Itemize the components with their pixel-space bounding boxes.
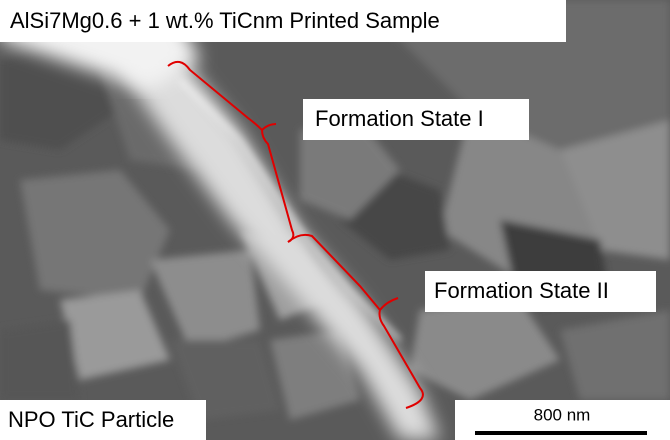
scale-bar-label: 800 nm bbox=[534, 405, 591, 424]
caption: NPO TiC Particle bbox=[8, 407, 174, 432]
page: AlSi7Mg0.6 + 1 wt.% TiCnm Printed Sample… bbox=[0, 0, 670, 440]
annotation: Formation State II bbox=[434, 278, 609, 303]
title: AlSi7Mg0.6 + 1 wt.% TiCnm Printed Sample bbox=[10, 8, 440, 33]
micrograph: AlSi7Mg0.6 + 1 wt.% TiCnm Printed Sample… bbox=[0, 0, 670, 440]
scale-bar bbox=[475, 431, 647, 435]
annotation: Formation State I bbox=[315, 106, 484, 131]
sem-background bbox=[0, 0, 670, 440]
